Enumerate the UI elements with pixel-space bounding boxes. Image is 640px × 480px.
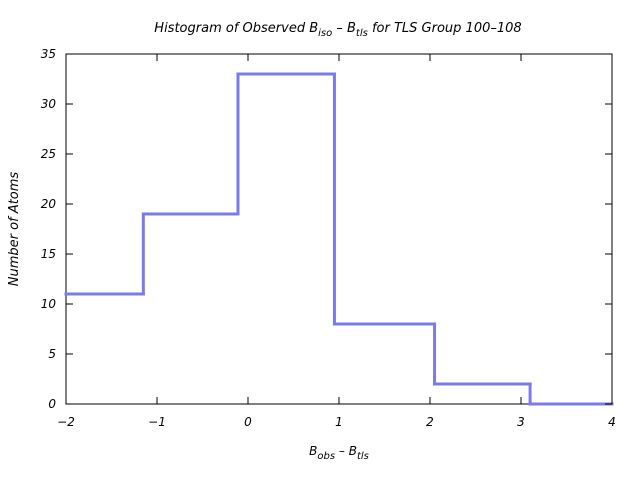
y-tick-label: 35 <box>41 47 56 61</box>
plot-axes <box>65 53 613 405</box>
y-tick-label: 10 <box>41 297 57 311</box>
y-tick-label: 15 <box>41 247 56 261</box>
y-tick-label: 25 <box>41 147 56 161</box>
y-tick-label: 20 <box>41 197 57 211</box>
chart-title: Histogram of Observed Biso – Btls for TL… <box>154 21 521 39</box>
x-axis-label: Bobs – Btls <box>309 444 369 462</box>
x-tick-label: 0 <box>244 415 252 429</box>
x-tick-label: 2 <box>426 415 434 429</box>
x-tick-label: −2 <box>57 415 75 429</box>
x-tick-label: 4 <box>608 415 616 429</box>
axis-ticks: −2 −1 0 1 2 3 4 0 5 10 15 20 25 30 35 <box>41 47 616 429</box>
plot-frame <box>65 53 613 405</box>
x-tick-label: 3 <box>517 415 525 429</box>
y-tick-label: 30 <box>41 97 57 111</box>
x-tick-label: 1 <box>335 415 343 429</box>
y-tick-label: 0 <box>48 397 56 411</box>
x-tick-label: −1 <box>148 415 166 429</box>
histogram-series <box>64 72 614 406</box>
y-tick-label: 5 <box>48 347 56 361</box>
y-axis-label: Number of Atoms <box>7 172 22 287</box>
